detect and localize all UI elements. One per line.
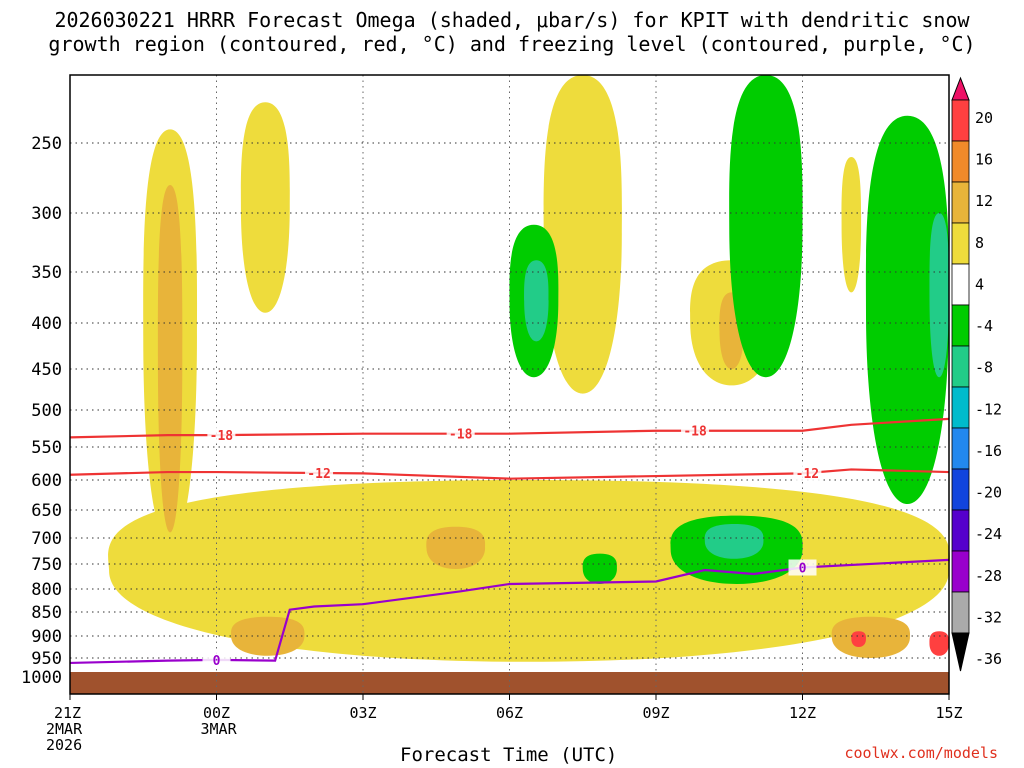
omega-downward--4to-8-region	[582, 553, 617, 584]
colorbar-segment	[951, 550, 970, 593]
y-tick-900: 900	[31, 627, 62, 647]
omega-upward-4to8-region	[240, 102, 290, 313]
y-tick-300: 300	[31, 204, 62, 224]
contour-label: 0	[213, 654, 221, 669]
contour-label-bg	[793, 465, 822, 482]
x-tick-label: 21Z	[54, 704, 81, 722]
colorbar-segment	[951, 263, 970, 306]
dendritic-minus12C-contour	[69, 468, 950, 480]
x-tick-label: 06Z	[496, 704, 523, 722]
ground-surface	[70, 672, 949, 694]
contour-label-bg	[305, 465, 334, 482]
contour-label: -12	[307, 467, 330, 482]
omega-downward--8to-12-region	[524, 260, 549, 342]
credit-link[interactable]: coolwx.com/models	[844, 744, 998, 762]
colorbar-segment	[951, 222, 970, 265]
colorbar-label: 20	[975, 109, 993, 127]
colorbar-label: -24	[975, 525, 1002, 543]
omega-upward-8to12-region	[231, 616, 305, 656]
y-tick-750: 750	[31, 555, 62, 575]
contour-label-bg	[788, 559, 817, 576]
x-tick-label: 3MAR	[201, 720, 238, 738]
colorbar-label: 8	[975, 234, 984, 252]
colorbar-segment	[951, 99, 970, 142]
omega-downward--8to-12-region	[704, 524, 764, 559]
dendritic-minus18C-contour	[69, 417, 950, 439]
y-tick-850: 850	[31, 603, 62, 623]
colorbar-segment	[951, 427, 970, 470]
chart-title-line-2: growth region (contoured, red, °C) and f…	[48, 32, 976, 56]
y-tick-550: 550	[31, 438, 62, 458]
contour-label: -18	[210, 429, 234, 444]
x-tick-label: 00Z	[203, 704, 230, 722]
pressure-axis: 250 300 350 400 450 500 550 600 650 700 750 800 850 9…	[21, 134, 62, 688]
y-tick-950: 950	[31, 649, 62, 669]
y-tick-650: 650	[31, 501, 62, 521]
colorbar-label: -32	[975, 608, 1002, 626]
colorbar-label: 4	[975, 275, 984, 293]
omega-downward--8to-12-region	[929, 213, 950, 378]
contour-label: 0	[799, 562, 807, 577]
colorbar-label: -16	[975, 442, 1002, 460]
omega-upward-4to8-region	[543, 75, 622, 394]
colorbar-segment	[951, 181, 970, 224]
colorbar-label: -4	[975, 317, 993, 335]
contour-layer: -18 -18 -18 -12 -12 0 0	[69, 417, 950, 669]
x-tick-label: 2026	[46, 736, 82, 754]
colorbar: 20 16 12 8 4 -4 -8 -12 -16 -20 -24 -28 -32 -36	[951, 76, 1002, 672]
omega-upward-12to20-region	[929, 631, 950, 656]
x-tick-label: 03Z	[349, 704, 376, 722]
omega-upward-8to12-region	[831, 616, 911, 658]
contour-label: -12	[796, 467, 819, 482]
contour-label: -18	[683, 425, 707, 440]
colorbar-bottom-arrow	[951, 632, 970, 672]
colorbar-label: -12	[975, 400, 1002, 418]
x-tick-label: 09Z	[642, 704, 669, 722]
y-tick-1000: 1000	[21, 668, 62, 688]
y-tick-450: 450	[31, 360, 62, 380]
colorbar-label: -28	[975, 567, 1002, 585]
omega-upward-8to12-region	[426, 526, 486, 569]
y-tick-700: 700	[31, 529, 62, 549]
colorbar-segment	[951, 509, 970, 552]
x-tick-label: 2MAR	[46, 720, 83, 738]
omega-shading-layer	[108, 75, 950, 662]
y-tick-250: 250	[31, 134, 62, 154]
omega-downward--4to-8-region	[729, 75, 803, 378]
colorbar-label: 12	[975, 192, 993, 210]
x-tick-label: 12Z	[789, 704, 816, 722]
omega-upward-4to8-region	[841, 157, 862, 293]
colorbar-segment	[951, 345, 970, 388]
colorbar-label: 16	[975, 151, 993, 169]
colorbar-segment	[951, 591, 970, 634]
colorbar-segment	[951, 304, 970, 347]
contour-label-bg	[207, 427, 236, 444]
y-tick-500: 500	[31, 401, 62, 421]
colorbar-label: -8	[975, 359, 993, 377]
colorbar-segment	[951, 468, 970, 511]
y-tick-600: 600	[31, 471, 62, 491]
colorbar-segment	[951, 140, 970, 183]
colorbar-segment	[951, 386, 970, 429]
contour-label: -18	[449, 428, 473, 443]
contour-label-bg	[446, 425, 475, 442]
colorbar-label: -36	[975, 650, 1002, 668]
y-tick-350: 350	[31, 263, 62, 283]
colorbar-top-arrow	[951, 76, 970, 101]
contour-label-bg	[202, 651, 231, 668]
chart-title-line-1: 2026030221 HRRR Forecast Omega (shaded, …	[54, 8, 970, 32]
contour-label-bg	[681, 422, 710, 439]
colorbar-label: -20	[975, 484, 1002, 502]
y-tick-400: 400	[31, 314, 62, 334]
omega-upward-12to20-region	[851, 631, 867, 647]
x-axis-label: Forecast Time (UTC)	[400, 744, 618, 766]
y-tick-800: 800	[31, 580, 62, 600]
x-tick-label: 15Z	[935, 704, 962, 722]
